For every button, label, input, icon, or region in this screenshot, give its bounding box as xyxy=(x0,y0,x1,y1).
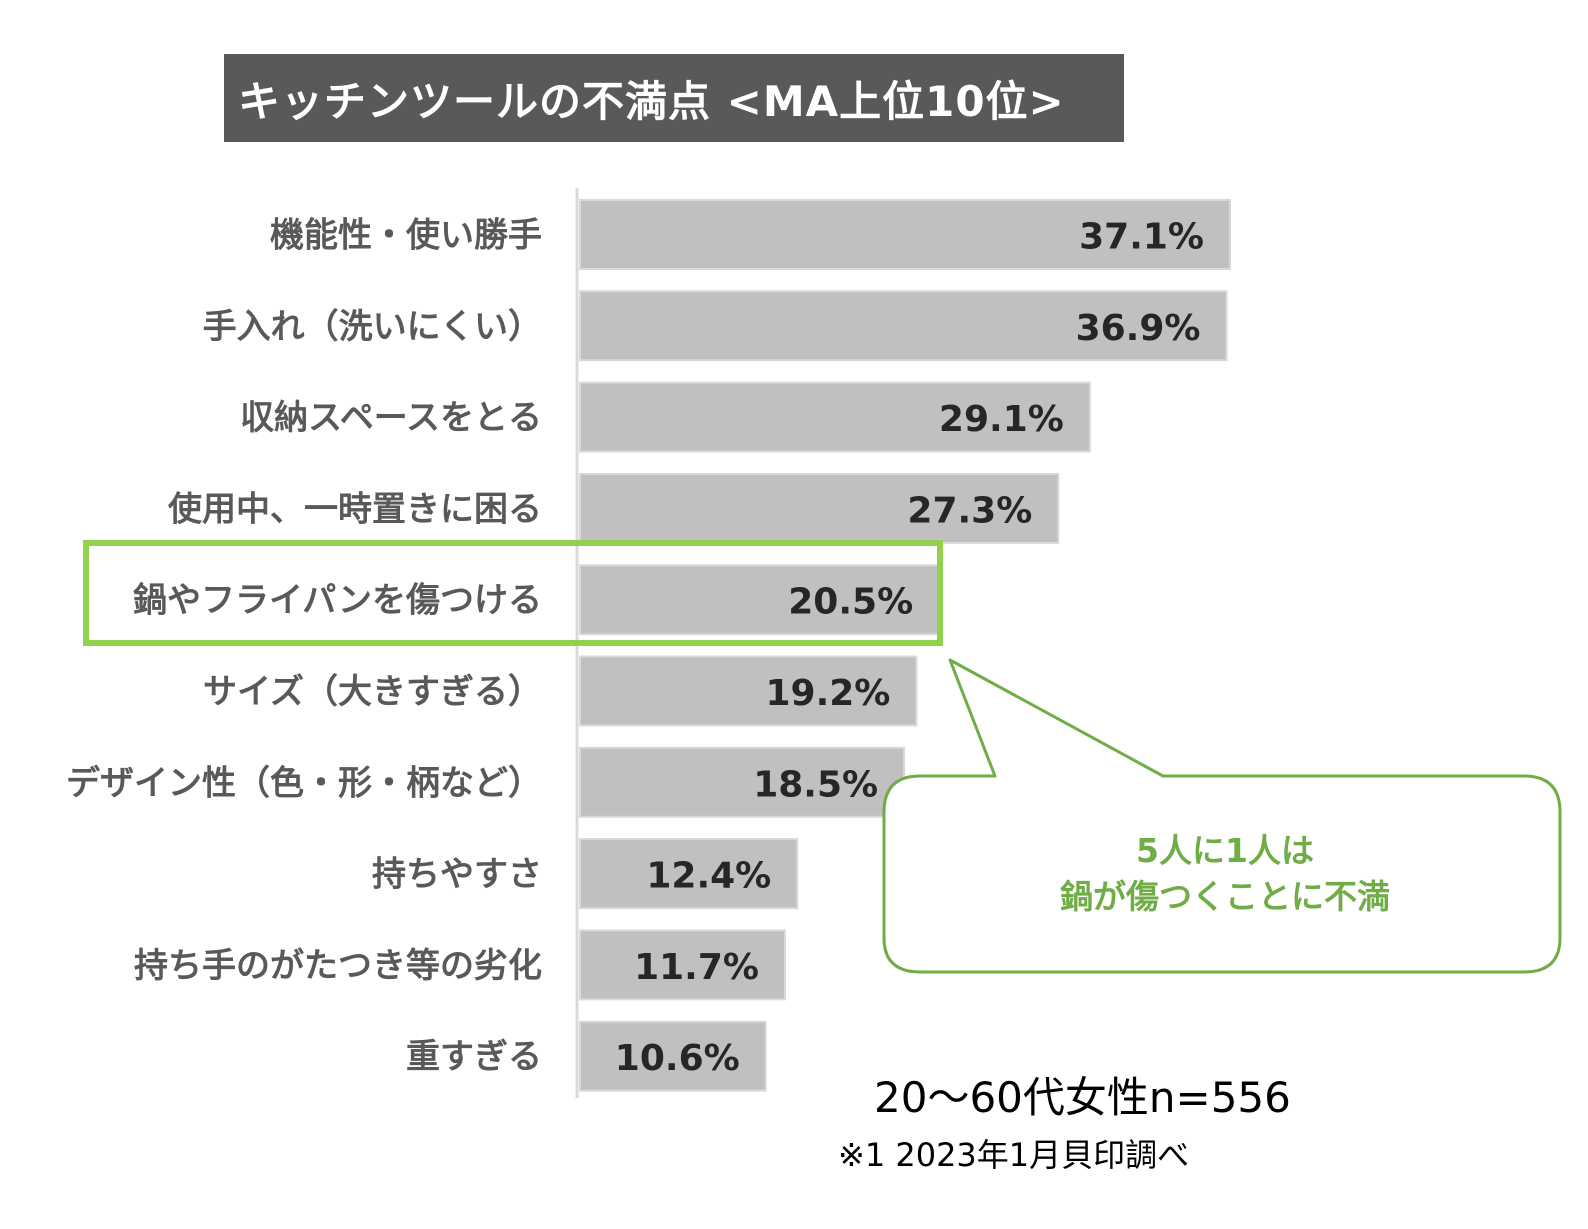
category-label-6: サイズ（大きすぎる） xyxy=(203,672,542,712)
category-label-4: 使用中、一時置きに困る xyxy=(167,489,542,529)
category-label-9: 持ち手のがたつき等の劣化 xyxy=(134,946,542,986)
category-label-3: 収納スペースをとる xyxy=(240,398,542,438)
callout-line-2: 鍋が傷つくことに不満 xyxy=(1060,877,1390,916)
chart-title: キッチンツールの不満点 <MA上位10位> xyxy=(224,54,1124,142)
value-label-10: 10.6% xyxy=(615,1038,740,1079)
bar-5 xyxy=(579,564,941,636)
callout-text: 5人に1人は 鍋が傷つくことに不満 xyxy=(884,828,1566,920)
callout-line-1: 5人に1人は xyxy=(1136,831,1314,870)
source-note: ※1 2023年1月貝印調べ xyxy=(838,1136,1190,1174)
value-label-3: 29.1% xyxy=(939,399,1064,440)
bar-8 xyxy=(579,838,799,910)
category-label-1: 機能性・使い勝手 xyxy=(270,216,542,256)
category-label-2: 手入れ（洗いにくい） xyxy=(203,307,542,347)
bar-6 xyxy=(579,655,918,727)
value-label-4: 27.3% xyxy=(907,490,1032,531)
bar-2 xyxy=(579,290,1228,362)
bars-group: 機能性・使い勝手 37.1% 手入れ（洗いにくい） 36.9% 収納スペースをとる 29.… xyxy=(66,199,1231,1092)
value-label-5: 20.5% xyxy=(788,582,913,623)
bar-4 xyxy=(579,472,1060,544)
category-label-7: デザイン性（色・形・柄など） xyxy=(66,763,542,803)
value-label-7: 18.5% xyxy=(753,764,878,805)
value-label-2: 36.9% xyxy=(1076,308,1201,349)
highlight-box xyxy=(83,540,943,646)
bar-1 xyxy=(579,199,1231,270)
category-label-5: 鍋やフライパンを傷つける xyxy=(133,581,542,621)
category-label-8: 持ちやすさ xyxy=(372,855,542,895)
value-label-1: 37.1% xyxy=(1079,217,1204,258)
bar-3 xyxy=(579,381,1091,453)
callout-bubble xyxy=(882,658,1562,974)
value-label-6: 19.2% xyxy=(765,673,890,714)
bar-9 xyxy=(579,929,786,1001)
value-label-9: 11.7% xyxy=(634,947,759,988)
category-label-10: 重すぎる xyxy=(406,1037,542,1077)
sample-size-note: 20～60代女性n=556 xyxy=(874,1073,1291,1122)
value-label-8: 12.4% xyxy=(646,856,771,897)
bar-10 xyxy=(579,1020,767,1092)
